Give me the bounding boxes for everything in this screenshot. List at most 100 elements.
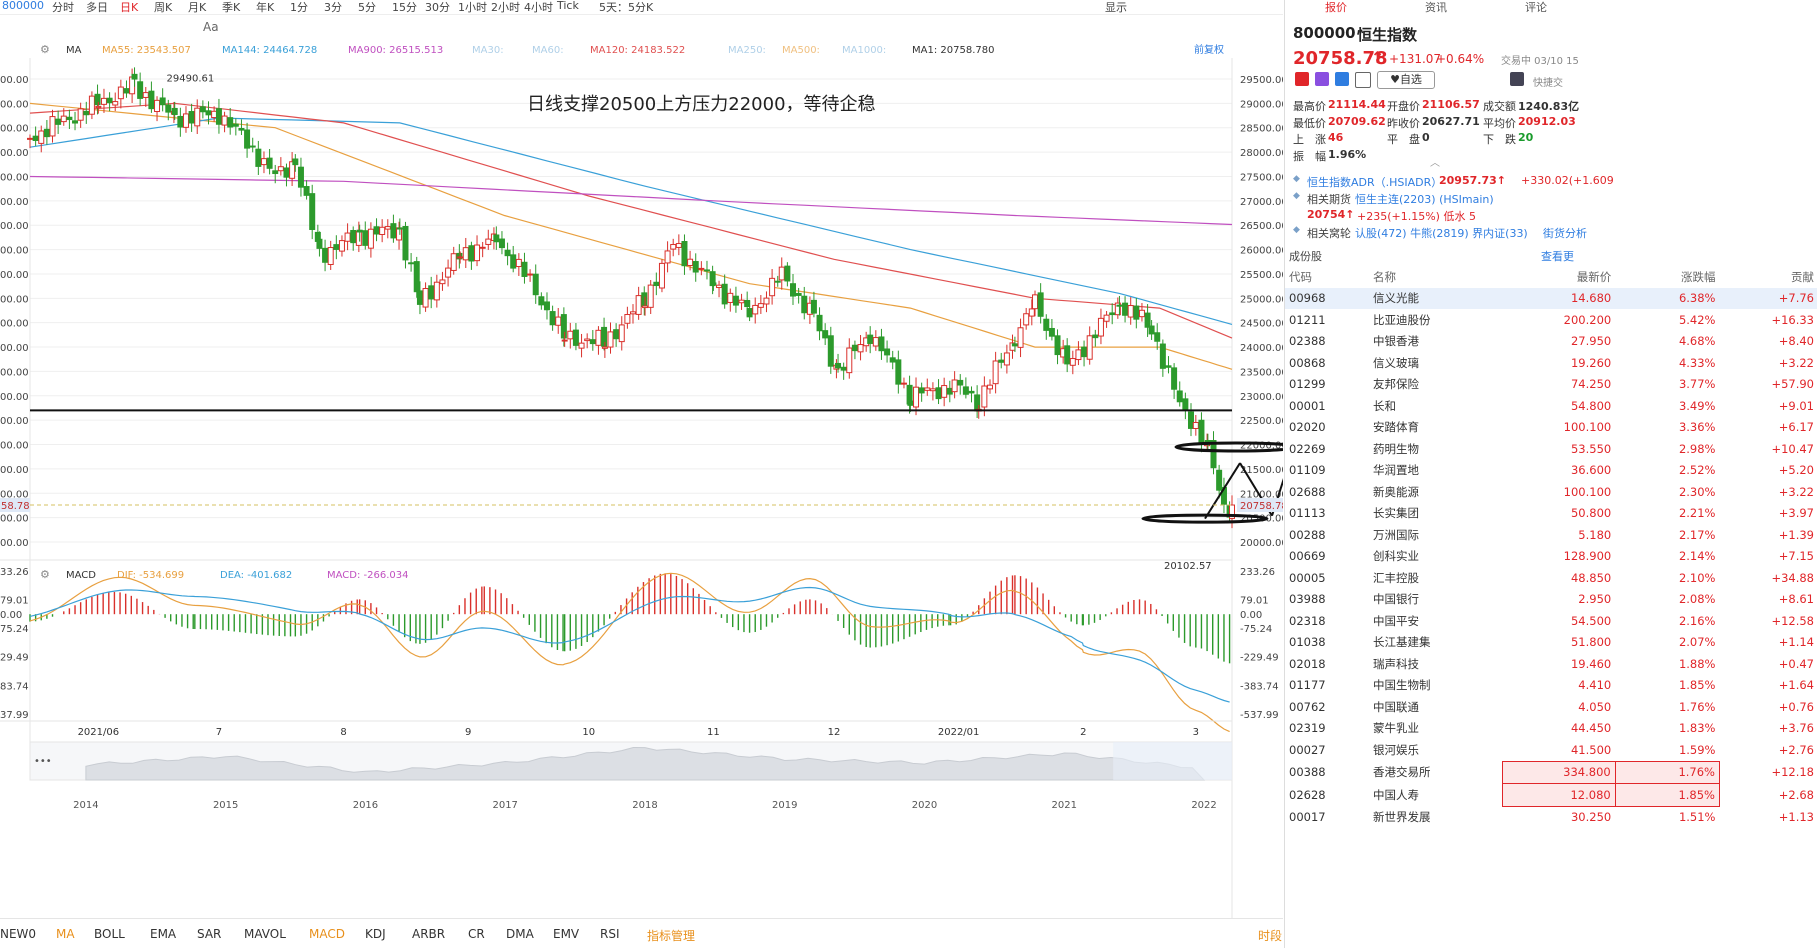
display-menu[interactable]: 显示 [1105, 0, 1127, 15]
indicator-new0[interactable]: NEW0 [0, 927, 36, 941]
period-13[interactable]: 2小时 [491, 0, 520, 15]
indicator-dma[interactable]: DMA [506, 927, 534, 941]
column-header[interactable]: 涨跌幅 [1615, 266, 1719, 288]
related-value-0[interactable]: 20957.73↑ [1439, 174, 1506, 187]
period-3[interactable]: 周K [154, 0, 172, 15]
period-6[interactable]: 年K [256, 0, 274, 15]
related-value-1[interactable]: 恒生主连(2203) (HSImain) [1355, 191, 1494, 207]
indicator-ma[interactable]: MA [56, 927, 75, 941]
view-more-link[interactable]: 查看更 [1541, 248, 1574, 264]
stock-contrib: +1.39 [1720, 524, 1817, 546]
period-8[interactable]: 3分 [324, 0, 342, 15]
bell-icon[interactable] [1510, 72, 1524, 86]
indicator-指标管理[interactable]: 指标管理 [647, 927, 695, 944]
period-7[interactable]: 1分 [290, 0, 308, 15]
period-1[interactable]: 多日 [86, 0, 108, 15]
tab-comments[interactable]: 评论 [1525, 0, 1547, 15]
note-icon[interactable] [1355, 72, 1371, 88]
column-header[interactable]: 贡献 [1720, 266, 1817, 288]
macd-type-label: MACD [66, 570, 96, 581]
stock-change: 2.07% [1615, 632, 1719, 654]
related-value-2[interactable]: 20754↑ [1307, 208, 1355, 221]
period-9[interactable]: 5分 [358, 0, 376, 15]
period-0[interactable]: 分时 [52, 0, 74, 15]
adjust-label[interactable]: 前复权 [1194, 43, 1224, 56]
period-2[interactable]: 日K [120, 0, 138, 15]
indicator-emv[interactable]: EMV [553, 927, 579, 941]
index-code: 800000 [1293, 24, 1356, 42]
period-14[interactable]: 4小时 [524, 0, 553, 15]
candle-body [414, 262, 419, 292]
text-tool[interactable]: Aa [203, 20, 219, 34]
candle-body [423, 289, 428, 308]
candle-body [403, 226, 408, 259]
quick-trade-link[interactable]: 快捷交 [1533, 74, 1563, 89]
flag-icon[interactable] [1295, 72, 1309, 86]
candle-body [67, 117, 72, 119]
tab-quote[interactable]: 报价 [1325, 0, 1347, 15]
indicator-sar[interactable]: SAR [197, 927, 221, 941]
column-header[interactable]: 名称 [1369, 266, 1502, 288]
period-12[interactable]: 1小时 [458, 0, 487, 15]
collapse-icon[interactable]: ︿ [1430, 154, 1440, 169]
related-value-3[interactable]: 认股(472) 牛熊(2819) 界内证(33) [1355, 225, 1528, 241]
stock-contrib: +5.20 [1720, 460, 1817, 482]
indicator-ema[interactable]: EMA [150, 927, 176, 941]
overview-handle-icon[interactable]: ••• [34, 756, 52, 767]
period-4[interactable]: 月K [188, 0, 206, 15]
candle-body [704, 270, 709, 271]
stat-label: 最高价 [1293, 98, 1326, 114]
watchlist-button[interactable]: ♥自选 [1377, 71, 1435, 89]
column-header[interactable]: 最新价 [1502, 266, 1615, 288]
indicator-cr[interactable]: CR [468, 927, 485, 941]
share-icon[interactable] [1335, 72, 1349, 86]
period-selector[interactable]: 时段 [1258, 927, 1282, 944]
period-10[interactable]: 15分 [392, 0, 417, 15]
stock-code: 00005 [1285, 567, 1369, 589]
indicator-boll[interactable]: BOLL [94, 927, 125, 941]
related-label-3[interactable]: 相关窝轮 [1307, 225, 1351, 241]
period-11[interactable]: 30分 [425, 0, 450, 15]
overview-window[interactable] [1113, 742, 1232, 780]
column-header[interactable]: 代码 [1285, 266, 1369, 288]
macd-settings-icon[interactable]: ⚙ [40, 568, 50, 581]
indicator-kdj[interactable]: KDJ [365, 927, 386, 941]
indicator-rsi[interactable]: RSI [600, 927, 620, 941]
tab-news[interactable]: 资讯 [1425, 0, 1447, 15]
period-16[interactable]: 5天：5分K [599, 0, 653, 15]
related-label-0[interactable]: 恒生指数ADR（.HSIADR） [1307, 174, 1442, 190]
settings-icon[interactable]: ⚙ [40, 43, 50, 56]
indicator-mavol[interactable]: MAVOL [244, 927, 286, 941]
period-15[interactable]: Tick [557, 0, 579, 12]
indicator-macd[interactable]: MACD [309, 927, 345, 941]
period-5[interactable]: 季K [222, 0, 240, 15]
indicator-arbr[interactable]: ARBR [412, 927, 445, 941]
related-label-1[interactable]: 相关期货 [1307, 191, 1351, 207]
lightning-icon[interactable] [1315, 72, 1329, 86]
